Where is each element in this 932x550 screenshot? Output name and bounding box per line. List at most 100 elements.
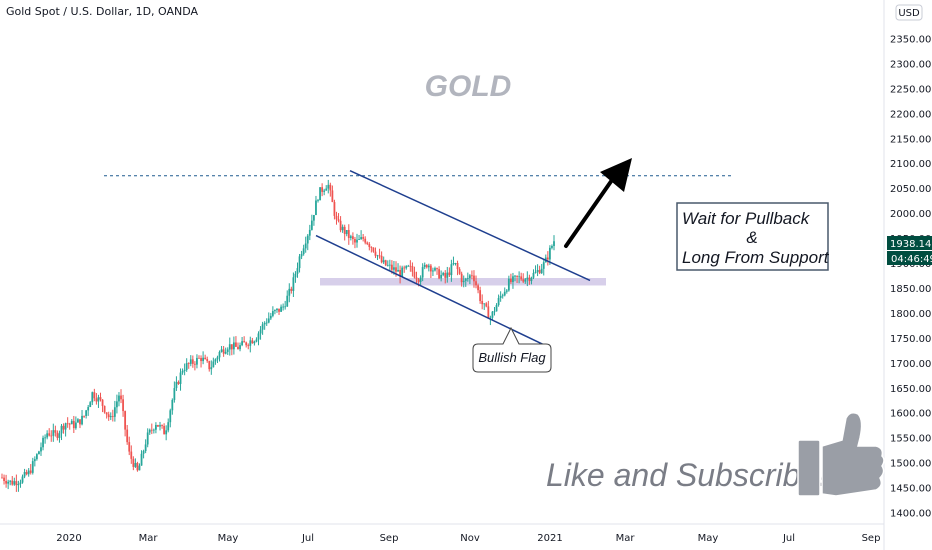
candle-body xyxy=(70,420,73,425)
candle-body xyxy=(251,340,254,344)
candle-body xyxy=(122,399,124,412)
bullish-arrow xyxy=(564,158,632,248)
x-axis-ticks: 2020 Mar May Jul Sep Nov 2021 Mar May Jul Sep xyxy=(56,533,880,544)
candle-body xyxy=(384,260,387,266)
candle-body xyxy=(1,477,3,479)
candle-body xyxy=(239,345,241,350)
candle-body xyxy=(138,465,141,471)
candle-body xyxy=(378,255,381,257)
candle-body xyxy=(276,308,278,311)
candle-body xyxy=(25,472,28,475)
x-tick-label: Sep xyxy=(862,533,881,544)
candle-body xyxy=(434,268,436,271)
candle-body xyxy=(278,308,280,312)
candle-body xyxy=(288,288,291,296)
candle-body xyxy=(446,272,449,278)
candle-body xyxy=(29,470,32,473)
candle-body xyxy=(329,184,332,191)
candle-body xyxy=(341,226,344,231)
y-tick-label: 2200.000 xyxy=(890,109,932,120)
candle-body xyxy=(206,359,209,362)
candle-body xyxy=(9,480,12,482)
y-tick-label: 2150.000 xyxy=(890,134,932,145)
candle-body xyxy=(471,275,473,277)
x-tick-label: 2021 xyxy=(537,533,562,544)
candle-body xyxy=(380,255,383,263)
candle-body xyxy=(44,437,46,439)
candle-body xyxy=(56,432,59,438)
candle-body xyxy=(300,254,303,257)
candle-body xyxy=(224,351,227,354)
candle-body xyxy=(382,260,385,263)
candle-body xyxy=(132,458,135,467)
candle-body xyxy=(491,311,494,318)
y-tick-label: 2100.000 xyxy=(890,159,932,170)
candle-body xyxy=(21,476,24,483)
candle-body xyxy=(72,420,75,429)
x-tick-label: 2020 xyxy=(56,533,81,544)
candle-body xyxy=(161,425,163,426)
candle-body xyxy=(113,407,116,417)
candle-body xyxy=(249,340,252,346)
candle-body xyxy=(150,429,153,431)
candle-body xyxy=(327,184,330,189)
candle-body xyxy=(27,470,30,475)
candle-body xyxy=(187,363,190,364)
candle-body xyxy=(226,349,229,352)
candle-body xyxy=(458,269,461,274)
candle-body xyxy=(302,248,305,255)
candle-body xyxy=(532,272,535,278)
currency-button[interactable] xyxy=(895,4,923,21)
candle-body xyxy=(403,267,406,269)
candle-body xyxy=(228,344,231,350)
candle-body xyxy=(152,429,155,431)
candle-body xyxy=(38,451,40,455)
candle-body xyxy=(429,265,432,272)
candle-body xyxy=(189,359,192,364)
candle-body xyxy=(116,401,118,408)
candle-body xyxy=(130,451,133,459)
candle-body xyxy=(395,267,397,272)
candle-body xyxy=(3,477,5,482)
candle-body xyxy=(347,230,350,238)
candle-body xyxy=(19,482,22,484)
candle-body xyxy=(271,311,274,316)
candle-body xyxy=(136,462,139,471)
candle-body xyxy=(245,342,248,346)
candle-body xyxy=(286,295,289,307)
candle-body xyxy=(409,265,412,267)
candle-body xyxy=(235,342,237,347)
candle-body xyxy=(479,290,482,301)
y-tick-label: 1850.000 xyxy=(890,284,932,295)
candle-body xyxy=(397,269,399,272)
candle-body xyxy=(477,285,479,291)
candle-body xyxy=(171,399,174,411)
candle-body xyxy=(512,276,514,283)
candle-body xyxy=(354,239,356,243)
candle-body xyxy=(89,402,92,408)
candle-body xyxy=(230,344,233,350)
candle-body xyxy=(349,236,352,238)
strategy-box: Wait for Pullback & Long From Support xyxy=(676,202,830,271)
thumbs-up-icon xyxy=(797,411,885,497)
candle-body xyxy=(222,349,225,354)
candle-body xyxy=(520,276,523,280)
x-tick-label: Mar xyxy=(616,533,636,544)
candle-body xyxy=(495,305,498,312)
y-axis-ticks: 1400.000 1450.000 1500.000 1550.000 1600.000… xyxy=(890,35,932,520)
candle-body xyxy=(261,324,264,330)
candle-body xyxy=(386,264,389,266)
candle-body xyxy=(306,235,309,244)
candle-body xyxy=(191,359,194,364)
candle-body xyxy=(214,359,217,362)
candle-body xyxy=(528,277,531,282)
candle-body xyxy=(159,425,161,427)
candle-body xyxy=(202,357,205,362)
candle-body xyxy=(343,226,346,235)
y-tick-label: 2250.000 xyxy=(890,84,932,95)
candle-body xyxy=(220,349,223,352)
candle-body xyxy=(499,296,502,299)
candle-body xyxy=(181,370,184,373)
x-tick-label: Jul xyxy=(301,533,314,544)
y-tick-label: 1450.000 xyxy=(890,484,932,495)
